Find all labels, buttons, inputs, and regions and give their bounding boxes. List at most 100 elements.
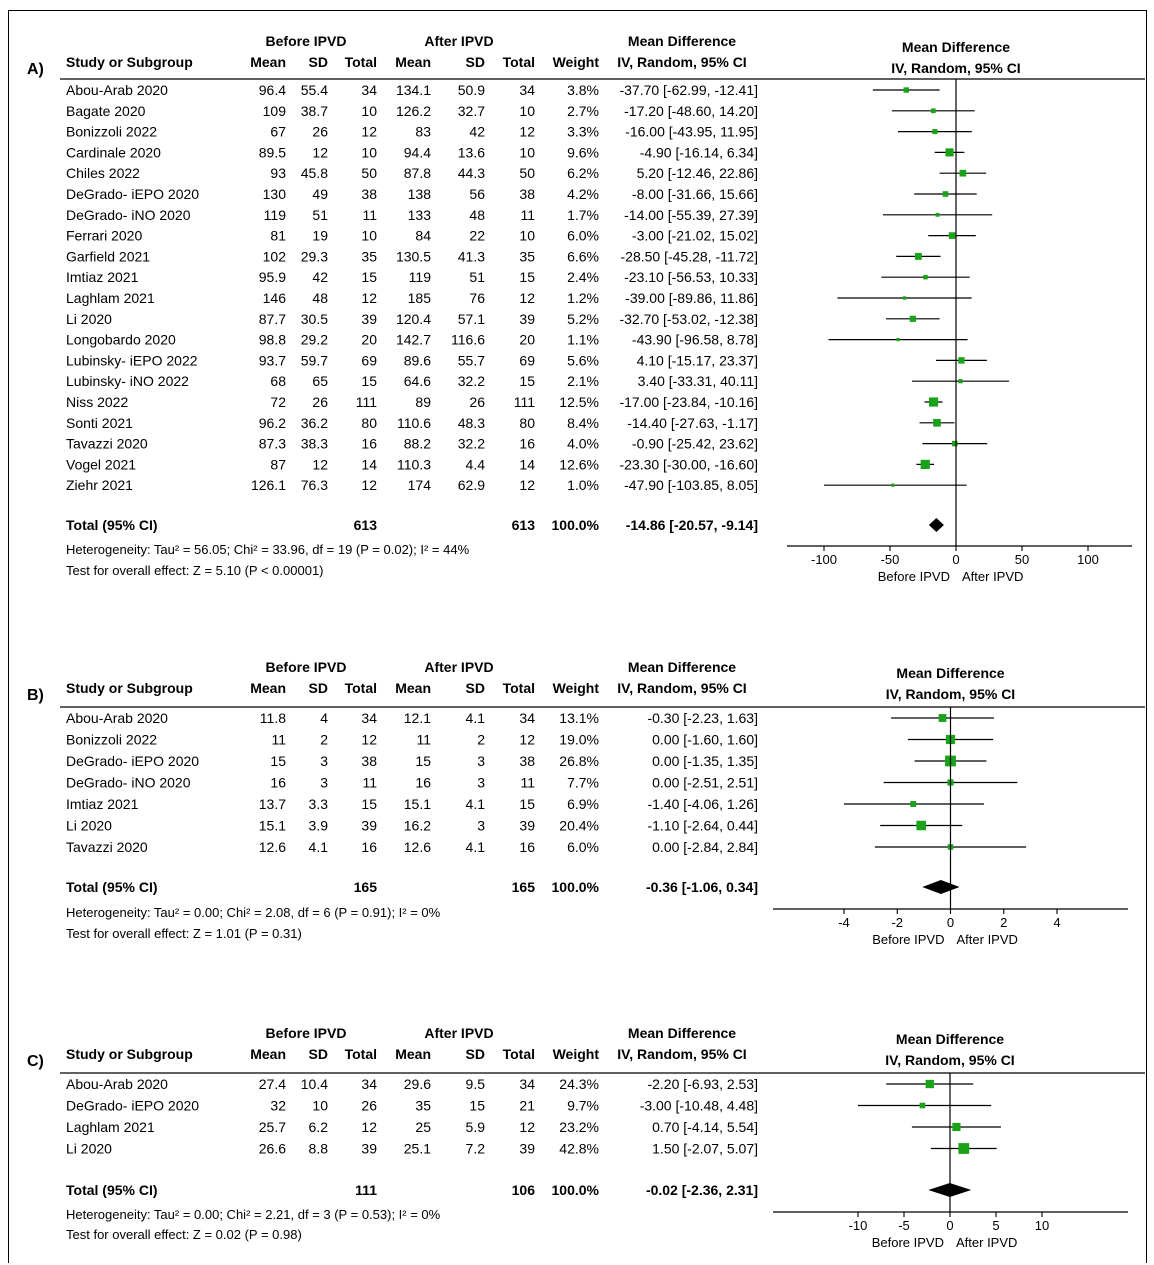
md-title-header: Mean Difference: [628, 1025, 736, 1041]
study-ci: -28.50 [-45.28, -11.72]: [621, 248, 759, 264]
study-weight: 20.4%: [559, 818, 599, 834]
effect-marker: [958, 357, 965, 364]
before-total: 10: [361, 103, 377, 119]
before-sd: 2: [320, 732, 328, 748]
before-sd: 19: [312, 228, 328, 244]
before-total: 16: [361, 839, 377, 855]
study-header: Study or Subgroup: [66, 1046, 193, 1062]
study-weight: 1.0%: [567, 477, 599, 493]
after-total: 12: [519, 1119, 535, 1135]
study-weight: 1.1%: [567, 332, 599, 348]
after-mean: 185: [408, 290, 432, 306]
after-sd: 56: [469, 186, 485, 202]
x-tick-label: 2: [1000, 915, 1007, 930]
heterogeneity-text: Heterogeneity: Tau² = 0.00; Chi² = 2.08,…: [66, 905, 441, 920]
before-sd: 3: [320, 775, 328, 791]
study-ci: -0.30 [-2.23, 1.63]: [647, 710, 758, 726]
before-total: 16: [361, 436, 377, 452]
before-mean: 93.7: [259, 352, 286, 368]
figure-frame: [8, 10, 1147, 1263]
total1-header: Total: [345, 54, 377, 70]
before-mean: 25.7: [259, 1119, 286, 1135]
study-weight: 3.3%: [567, 124, 599, 140]
after-sd: 50.9: [458, 82, 485, 98]
study-weight: 4.0%: [567, 436, 599, 452]
after-total: 111: [514, 394, 535, 410]
after-total: 12: [519, 124, 535, 140]
study-ci: -2.20 [-6.93, 2.53]: [647, 1076, 758, 1092]
effect-marker: [914, 252, 922, 260]
before-total: 111: [356, 394, 377, 410]
study-ci: -17.20 [-48.60, 14.20]: [624, 103, 758, 119]
after-mean: 120.4: [396, 311, 431, 327]
before-total: 39: [361, 818, 377, 834]
after-total: 39: [519, 311, 535, 327]
study-ci: 5.20 [-12.46, 22.86]: [637, 165, 758, 181]
after-total: 34: [519, 82, 535, 98]
total-label: Total (95% CI): [66, 1182, 158, 1198]
before-total: 38: [361, 186, 377, 202]
after-mean: 87.8: [404, 165, 431, 181]
study-name: DeGrado- iEPO 2020: [66, 186, 199, 202]
before-mean: 15.1: [259, 818, 286, 834]
overall-effect-text: Test for overall effect: Z = 0.02 (P = 0…: [66, 1227, 302, 1242]
after-total: 12: [519, 732, 535, 748]
before-mean: 12.6: [259, 839, 286, 855]
before-sd: 65: [312, 373, 328, 389]
panel-label: C): [27, 1053, 44, 1070]
before-total: 10: [361, 228, 377, 244]
mean2-header: Mean: [395, 54, 431, 70]
sd2-header: SD: [466, 1046, 485, 1062]
before-mean: 11.8: [260, 710, 286, 726]
after-mean: 15.1: [404, 796, 431, 812]
study-name: Abou-Arab 2020: [66, 1076, 168, 1092]
before-total: 11: [362, 775, 377, 791]
plot-sub-header: IV, Random, 95% CI: [891, 60, 1020, 76]
after-sd: 3: [477, 753, 485, 769]
study-ci: -39.00 [-89.86, 11.86]: [625, 290, 758, 306]
sd2-header: SD: [466, 54, 485, 70]
x-tick-label: 0: [947, 915, 954, 930]
group2-header: After IPVD: [424, 659, 493, 675]
study-ci: -47.90 [-103.85, 8.05]: [624, 477, 758, 493]
before-sd: 10: [312, 1098, 328, 1114]
effect-marker: [910, 801, 917, 807]
after-sd: 22: [469, 228, 485, 244]
md-sub-header: IV, Random, 95% CI: [617, 54, 746, 70]
before-mean: 102: [263, 248, 287, 264]
after-sd: 48: [469, 207, 485, 223]
effect-marker: [948, 232, 956, 239]
study-name: Cardinale 2020: [66, 144, 161, 160]
before-sd: 8.8: [309, 1141, 329, 1157]
x-tick-label: -100: [811, 552, 837, 567]
before-sd: 45.8: [301, 165, 328, 181]
study-name: Ferrari 2020: [66, 228, 142, 244]
study-ci: 0.00 [-1.60, 1.60]: [652, 732, 758, 748]
after-mean: 130.5: [396, 248, 431, 264]
before-total: 39: [361, 311, 377, 327]
before-mean: 67: [270, 124, 286, 140]
effect-marker: [935, 212, 940, 217]
before-mean: 130: [263, 186, 287, 202]
study-ci: -23.10 [-56.53, 10.33]: [624, 269, 758, 285]
after-sd: 2: [477, 732, 485, 748]
after-sd: 4.4: [466, 456, 486, 472]
study-weight: 6.0%: [567, 228, 599, 244]
before-mean: 87.7: [259, 311, 286, 327]
group1-header: Before IPVD: [266, 33, 347, 49]
before-mean: 72: [270, 394, 286, 410]
before-sd: 49: [312, 186, 328, 202]
after-total: 80: [519, 415, 535, 431]
after-total: 11: [520, 207, 535, 223]
after-total: 34: [519, 1076, 535, 1092]
before-sd: 12: [312, 456, 328, 472]
total-weight: 100.0%: [552, 879, 600, 895]
study-weight: 19.0%: [559, 732, 599, 748]
before-total: 12: [361, 124, 377, 140]
study-name: Lubinsky- iEPO 2022: [66, 352, 198, 368]
study-ci: 0.00 [-1.35, 1.35]: [652, 753, 758, 769]
after-total: 10: [519, 103, 535, 119]
group2-header: After IPVD: [424, 33, 493, 49]
study-weight: 5.6%: [567, 352, 599, 368]
